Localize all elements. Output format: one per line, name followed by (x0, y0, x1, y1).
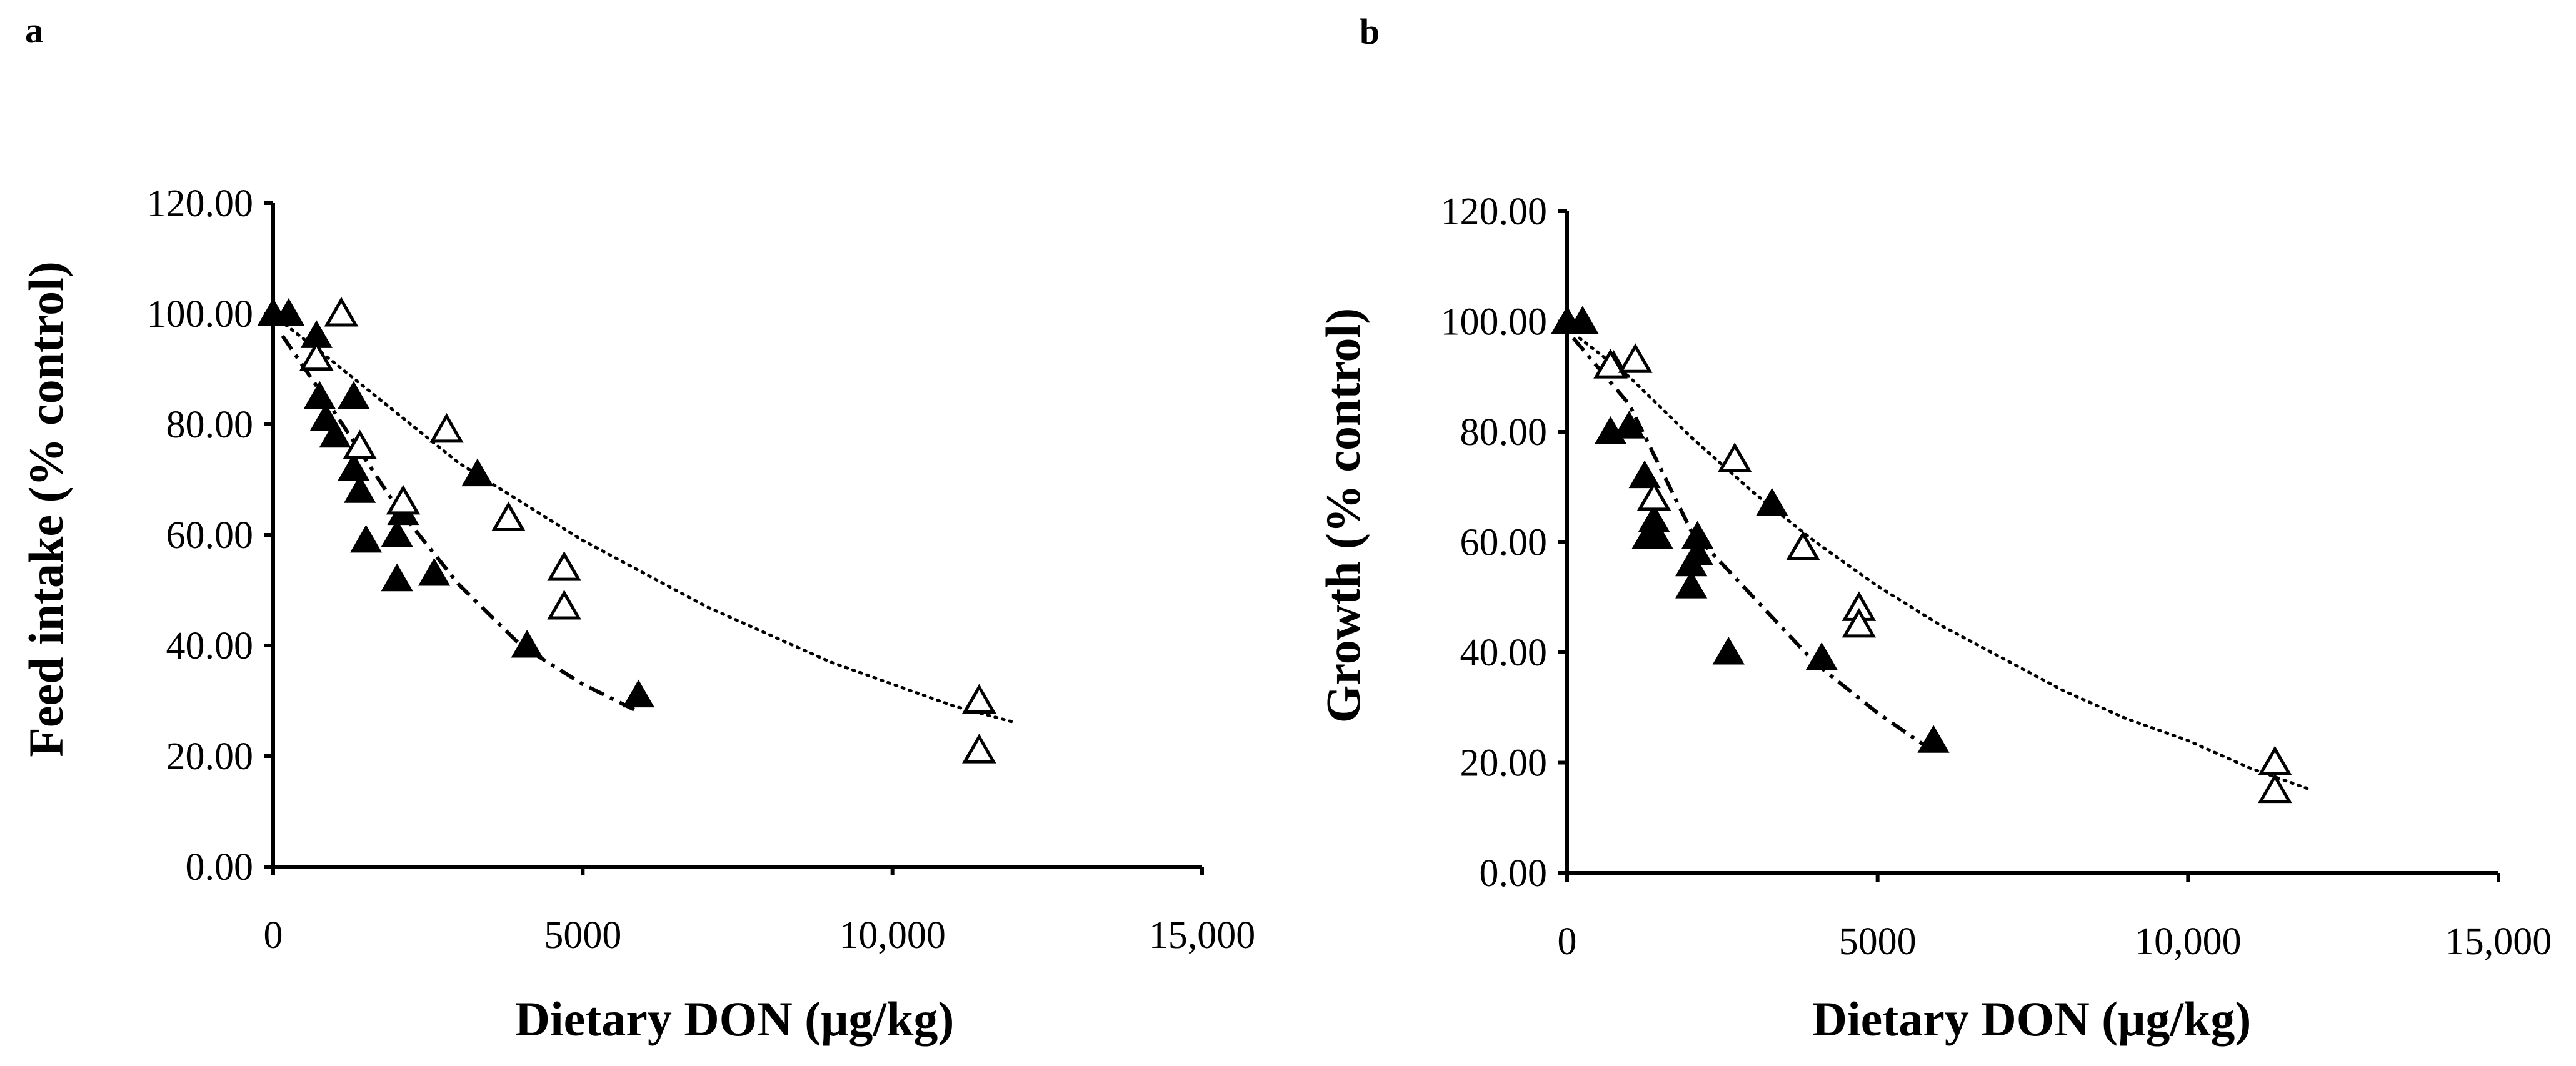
data-point-filled-triangle (461, 458, 494, 487)
data-point-open-triangle (299, 341, 334, 371)
data-point-filled-triangle (1613, 411, 1645, 439)
trendline-dash-dot (281, 334, 639, 714)
panel-b-chart: b 0.00 20.00 40.00 60.00 80.00 100.00 120.00 0 50… (1316, 11, 2552, 1046)
data-point-open-triangle (1717, 442, 1752, 472)
data-point-filled-triangle (344, 475, 376, 503)
panel-letter: b (1360, 11, 1380, 52)
data-point-open-triangle (2258, 773, 2292, 804)
data-point-filled-triangle (381, 563, 413, 592)
data-point-open-triangle (1842, 607, 1877, 638)
x-tick-label: 0 (264, 914, 283, 957)
y-tick-label: 120.00 (147, 182, 254, 225)
y-tick-label: 60.00 (166, 514, 254, 557)
data-point-open-triangle (962, 684, 996, 714)
x-tick-label: 15,000 (1149, 914, 1256, 957)
data-point-open-triangle (1786, 531, 1820, 560)
data-point-filled-triangle (350, 524, 383, 553)
data-point-filled-triangle (1641, 521, 1673, 549)
x-tick-label: 10,000 (2135, 920, 2242, 963)
data-point-open-triangle (343, 429, 378, 459)
data-point-filled-triangle (338, 381, 370, 409)
x-axis-title: Dietary DON (μg/kg) (515, 992, 955, 1046)
data-point-open-triangle (491, 501, 526, 531)
data-point-filled-triangle (1566, 306, 1599, 334)
y-axis-title: Growth (% control) (1316, 308, 1370, 723)
data-point-filled-triangle (1675, 570, 1708, 599)
data-point-open-triangle (547, 590, 581, 620)
data-point-open-triangle (962, 734, 996, 764)
data-point-open-triangle (324, 296, 359, 327)
data-point-open-triangle (429, 412, 464, 443)
data-point-open-triangle (1618, 343, 1653, 373)
data-point-filled-triangle (418, 557, 451, 586)
y-tick-label: 0.00 (186, 846, 254, 889)
x-tick-label: 0 (1558, 920, 1577, 963)
y-tick-label: 80.00 (1460, 411, 1548, 454)
trendline-dotted (284, 323, 1018, 725)
y-tick-label: 40.00 (1460, 632, 1548, 674)
y-tick-label: 20.00 (1460, 742, 1548, 785)
data-point-open-triangle (2258, 745, 2292, 775)
data-point-filled-triangle (273, 297, 305, 326)
data-point-filled-triangle (303, 381, 336, 409)
x-tick-label: 15,000 (2445, 920, 2552, 963)
y-tick-label: 60.00 (1460, 522, 1548, 564)
y-tick-label: 40.00 (166, 625, 254, 667)
data-point-filled-triangle (338, 452, 370, 481)
data-point-filled-triangle (381, 519, 413, 547)
y-tick-label: 0.00 (1480, 852, 1548, 895)
data-point-filled-triangle (622, 679, 655, 708)
data-point-filled-triangle (1681, 537, 1714, 565)
data-point-filled-triangle (1805, 642, 1838, 670)
x-tick-label: 5000 (544, 914, 621, 957)
y-axis-title: Feed intake (% control) (19, 261, 73, 757)
data-point-filled-triangle (1756, 487, 1788, 516)
x-axis-title: Dietary DON (μg/kg) (1812, 992, 2252, 1046)
y-tick-label: 100.00 (1441, 301, 1548, 344)
data-point-filled-triangle (319, 419, 351, 448)
x-tick-label: 5000 (1839, 920, 1917, 963)
data-point-filled-triangle (1628, 460, 1661, 489)
data-point-open-triangle (1636, 481, 1671, 511)
x-tick-label: 10,000 (839, 914, 946, 957)
panel-letter: a (25, 10, 43, 51)
data-point-open-triangle (1593, 349, 1628, 379)
y-tick-label: 20.00 (166, 735, 254, 778)
data-point-filled-triangle (511, 629, 543, 658)
data-point-filled-triangle (1917, 725, 1950, 753)
data-point-open-triangle (547, 551, 581, 581)
y-tick-label: 100.00 (147, 293, 254, 336)
panel-a-chart: a 0.00 20.00 40.00 60.00 80.00 100.00 120.00 0 50… (19, 10, 1255, 1046)
data-point-open-triangle (386, 484, 421, 515)
trendline-dotted (1578, 336, 2314, 792)
data-point-filled-triangle (1712, 636, 1745, 665)
trendline-dash-dot (1571, 337, 1935, 754)
y-tick-label: 120.00 (1441, 191, 1548, 233)
y-tick-label: 80.00 (166, 404, 254, 446)
